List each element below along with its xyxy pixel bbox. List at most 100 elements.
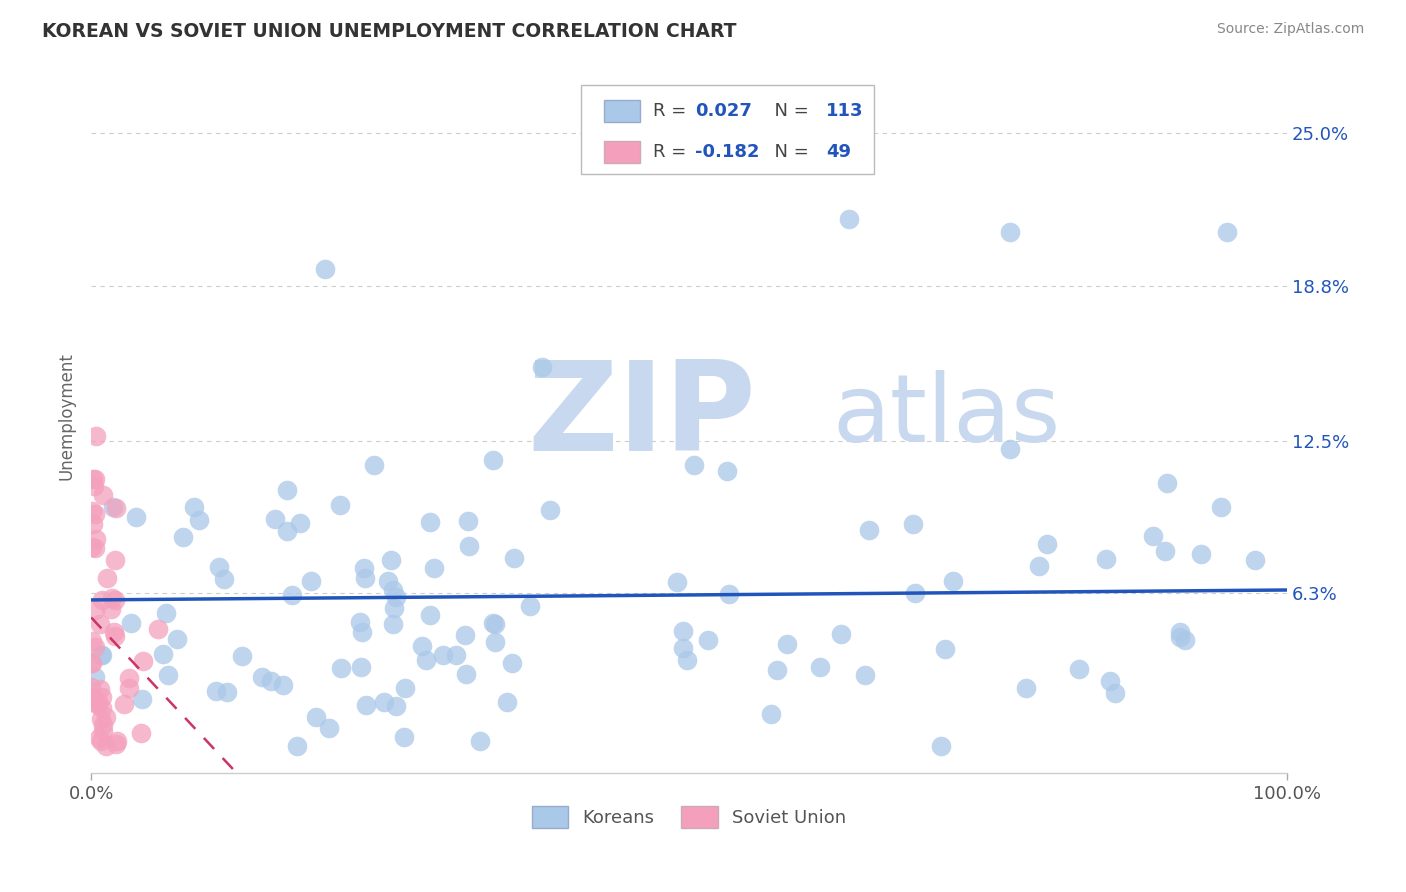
Point [672,624,695,639]
Point [84,428,107,442]
Point [87,731,110,745]
Point [83,541,105,556]
Point [363,458,385,473]
Point [385,698,408,713]
Point [118,671,141,685]
Point [89,681,111,696]
Y-axis label: Unemployment: Unemployment [58,352,75,480]
Text: ZIP: ZIP [527,356,756,476]
Point [934,642,956,657]
Point [1028,558,1050,573]
Point [838,212,860,227]
Point [82,517,104,532]
Point [676,653,699,667]
Point [775,637,797,651]
Point [942,574,965,588]
Point [314,261,336,276]
Text: R =: R = [652,143,692,161]
Point [1094,552,1116,566]
FancyBboxPatch shape [581,85,875,174]
Point [1243,553,1265,567]
Point [91,648,114,662]
Point [353,571,375,585]
Point [83,640,105,654]
Point [104,553,127,567]
Point [112,697,135,711]
Point [717,587,740,601]
Point [1168,631,1191,645]
Text: Source: ZipAtlas.com: Source: ZipAtlas.com [1216,22,1364,37]
Point [665,574,688,589]
Point [759,706,782,721]
Point [454,666,477,681]
Point [1156,476,1178,491]
Point [129,725,152,739]
Point [285,739,308,753]
Point [90,712,112,726]
Point [205,683,228,698]
Point [105,737,128,751]
Point [118,681,141,696]
Point [132,654,155,668]
Point [90,648,112,663]
Point [83,479,105,493]
Point [96,572,118,586]
FancyBboxPatch shape [605,101,640,122]
Point [273,678,295,692]
Point [212,572,235,586]
Point [94,710,117,724]
Text: N =: N = [763,102,814,120]
Point [458,539,481,553]
Point [103,625,125,640]
Point [305,710,328,724]
Point [1000,442,1022,456]
Point [172,531,194,545]
Point [280,588,302,602]
Point [188,513,211,527]
Text: 113: 113 [827,102,863,120]
Point [672,640,695,655]
Point [146,622,169,636]
Point [80,540,103,554]
Point [381,583,404,598]
Point [91,724,114,739]
Point [290,516,312,530]
Legend: Koreans, Soviet Union: Koreans, Soviet Union [524,798,853,835]
Point [82,694,104,708]
Point [329,661,352,675]
Point [231,648,253,663]
Point [382,601,405,615]
Point [125,510,148,524]
Point [496,695,519,709]
Point [354,698,377,712]
Point [183,500,205,514]
Point [276,524,298,539]
Point [80,656,103,670]
Point [1104,686,1126,700]
Point [444,648,467,663]
Point [457,515,479,529]
Point [89,617,111,632]
Point [482,615,505,630]
Point [84,603,107,617]
Point [84,533,107,547]
Text: atlas: atlas [832,370,1060,462]
Point [853,668,876,682]
Point [105,733,128,747]
Point [531,359,554,374]
Point [152,647,174,661]
Point [250,670,273,684]
Point [83,507,105,521]
Point [131,692,153,706]
Point [392,730,415,744]
Text: N =: N = [763,143,814,161]
Point [100,601,122,615]
Point [830,627,852,641]
Point [422,561,444,575]
Point [903,516,925,531]
Point [80,504,103,518]
Point [1015,681,1038,696]
Point [501,656,523,670]
Point [105,500,128,515]
Point [349,615,371,629]
